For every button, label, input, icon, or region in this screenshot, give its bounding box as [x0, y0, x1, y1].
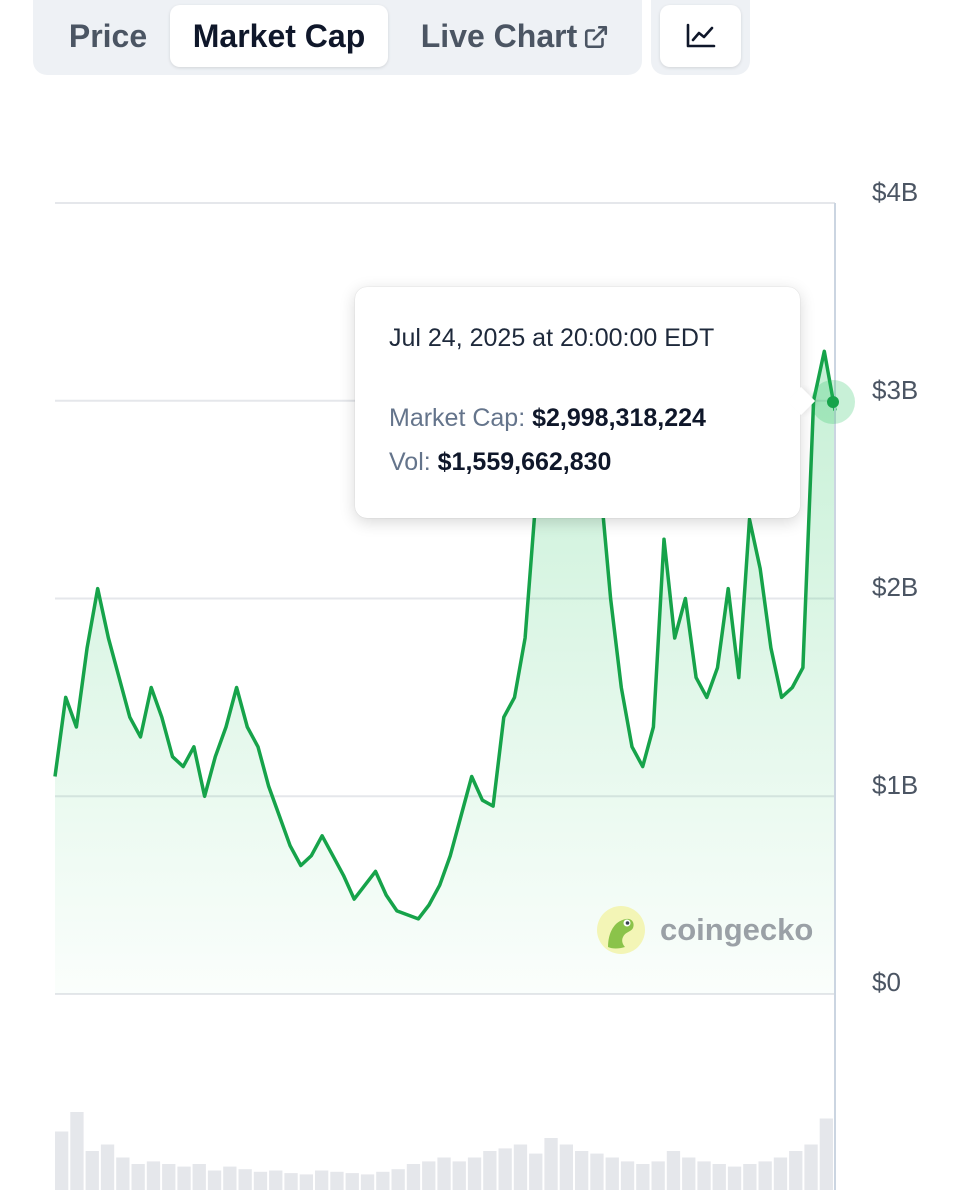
tooltip-market-cap-label: Market Cap: [389, 404, 526, 432]
line-chart-icon [686, 23, 715, 48]
chart-mode-tabs: Price Market Cap Live Chart [33, 0, 642, 75]
volume-bar [345, 1173, 359, 1190]
volume-bar [269, 1170, 283, 1190]
volume-bar [467, 1157, 482, 1190]
y-axis-label-3b: $3B [872, 375, 919, 405]
volume-bar [70, 1112, 84, 1190]
market-cap-area [55, 292, 835, 994]
volume-bar [238, 1169, 252, 1190]
coingecko-watermark: coingecko [596, 905, 813, 955]
tooltip-market-cap-value: $2,998,318,224 [532, 404, 706, 432]
y-axis-label-4b: $4B [872, 177, 919, 207]
volume-bar [162, 1164, 176, 1190]
volume-bar [299, 1174, 313, 1190]
market-cap-line [53, 290, 837, 921]
volume-bar [819, 1118, 833, 1190]
volume-bar [789, 1151, 803, 1190]
volume-bar [682, 1157, 696, 1190]
volume-bar [758, 1161, 772, 1190]
volume-bar [376, 1171, 390, 1190]
tooltip-vol-label: Vol: [389, 448, 431, 476]
volume-bar [727, 1166, 742, 1190]
volume-bar [544, 1138, 558, 1190]
volume-bar [55, 1131, 69, 1190]
volume-bar [360, 1174, 375, 1190]
volume-bar [100, 1144, 115, 1190]
volume-bar [116, 1157, 130, 1190]
y-axis-label-2b: $2B [872, 572, 919, 602]
tooltip-date: Jul 24, 2025 at 20:00:00 EDT [389, 324, 715, 352]
volume-bar [620, 1161, 635, 1190]
volume-bar [223, 1166, 237, 1190]
tab-live-chart-label: Live Chart [420, 18, 578, 54]
volume-bar [330, 1171, 344, 1190]
volume-bar [406, 1164, 421, 1190]
tab-live-chart[interactable]: Live Chart [405, 5, 625, 67]
volume-bar [529, 1153, 543, 1190]
volume-bar [452, 1161, 466, 1190]
volume-bar [146, 1161, 161, 1190]
tab-market-cap[interactable]: Market Cap [170, 5, 388, 67]
volume-bar [743, 1164, 757, 1190]
volume-bar [513, 1144, 528, 1190]
volume-bar [804, 1144, 818, 1190]
chart-type-toggle-button[interactable] [660, 5, 741, 67]
volume-bar [177, 1166, 191, 1190]
volume-bar [85, 1151, 99, 1190]
gecko-logo-icon [597, 906, 645, 954]
volume-bar [498, 1148, 512, 1190]
chart-tooltip: Jul 24, 2025 at 20:00:00 EDT Market Cap:… [355, 287, 800, 518]
chart-type-toggle-wrap [651, 0, 750, 75]
tab-price[interactable]: Price [68, 18, 148, 54]
volume-bar [131, 1164, 145, 1190]
y-axis-label-0: $0 [872, 967, 901, 997]
volume-bar [207, 1170, 222, 1190]
volume-bar [651, 1161, 665, 1190]
volume-bar [192, 1164, 206, 1190]
volume-bar [712, 1164, 726, 1190]
tooltip-vol-value: $1,559,662,830 [437, 448, 612, 476]
volume-bar [437, 1157, 451, 1190]
external-link-icon [585, 25, 608, 49]
volume-bar [422, 1161, 436, 1190]
tooltip-volume-row: Vol: $1,559,662,830 [389, 448, 611, 477]
volume-bar [315, 1170, 329, 1190]
volume-bar [636, 1164, 650, 1190]
y-axis-label-1b: $1B [872, 770, 919, 800]
volume-bar [773, 1157, 788, 1190]
watermark-text: coingecko [660, 912, 814, 947]
hover-point [827, 396, 839, 408]
volume-bar [559, 1144, 573, 1190]
volume-bar [391, 1169, 405, 1190]
volume-bar [483, 1151, 497, 1190]
volume-bar [666, 1151, 681, 1190]
volume-bar [697, 1161, 711, 1190]
volume-bar [284, 1173, 298, 1190]
volume-bar [590, 1153, 604, 1190]
volume-bar [605, 1157, 619, 1190]
volume-bar [575, 1151, 589, 1190]
tooltip-market-cap-row: Market Cap: $2,998,318,224 [389, 404, 706, 433]
volume-bar [253, 1171, 268, 1190]
